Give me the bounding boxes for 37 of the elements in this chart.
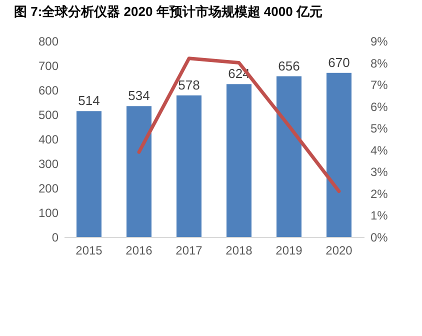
y2-tick-label: 4% bbox=[370, 143, 388, 158]
y-tick-label: 800 bbox=[38, 34, 59, 48]
x-tick-label: 2020 bbox=[326, 244, 353, 258]
x-tick-label: 2018 bbox=[226, 244, 253, 258]
y2-tick-label: 8% bbox=[370, 56, 388, 70]
y2-tick-label: 9% bbox=[370, 34, 388, 48]
x-tick-label: 2019 bbox=[276, 244, 303, 258]
y-tick-label: 700 bbox=[38, 59, 59, 73]
data-label: 670 bbox=[328, 54, 350, 70]
y2-tick-label: 6% bbox=[370, 100, 388, 114]
bar bbox=[326, 72, 352, 237]
x-tick-label: 2017 bbox=[176, 244, 203, 258]
y2-tick-label: 5% bbox=[370, 122, 388, 136]
y-tick-label: 300 bbox=[38, 157, 59, 171]
data-label: 514 bbox=[78, 93, 100, 108]
y-tick-label: 400 bbox=[38, 132, 59, 146]
x-tick-label: 2015 bbox=[76, 244, 103, 258]
y-tick-label: 600 bbox=[38, 84, 59, 98]
y-tick-label: 500 bbox=[38, 108, 59, 122]
data-label: 656 bbox=[278, 58, 300, 74]
bar bbox=[126, 106, 152, 237]
bar bbox=[226, 84, 252, 237]
y-tick-label: 100 bbox=[38, 206, 59, 220]
y2-tick-label: 2% bbox=[370, 186, 388, 201]
data-label: 534 bbox=[128, 88, 150, 104]
bar bbox=[276, 76, 302, 237]
y-tick-label: 0 bbox=[52, 230, 59, 244]
bar bbox=[76, 111, 102, 237]
bar bbox=[176, 95, 202, 237]
y2-tick-label: 0% bbox=[370, 230, 388, 244]
y2-tick-label: 7% bbox=[370, 78, 388, 92]
x-tick-label: 2016 bbox=[126, 244, 153, 258]
data-label: 578 bbox=[178, 77, 200, 92]
y2-tick-label: 1% bbox=[370, 208, 388, 223]
y-tick-label: 200 bbox=[38, 182, 59, 196]
chart-title: 图 7:全球分析仪器 2020 年预计市场规模超 4000 亿元 bbox=[14, 4, 322, 19]
y2-tick-label: 3% bbox=[370, 165, 388, 180]
